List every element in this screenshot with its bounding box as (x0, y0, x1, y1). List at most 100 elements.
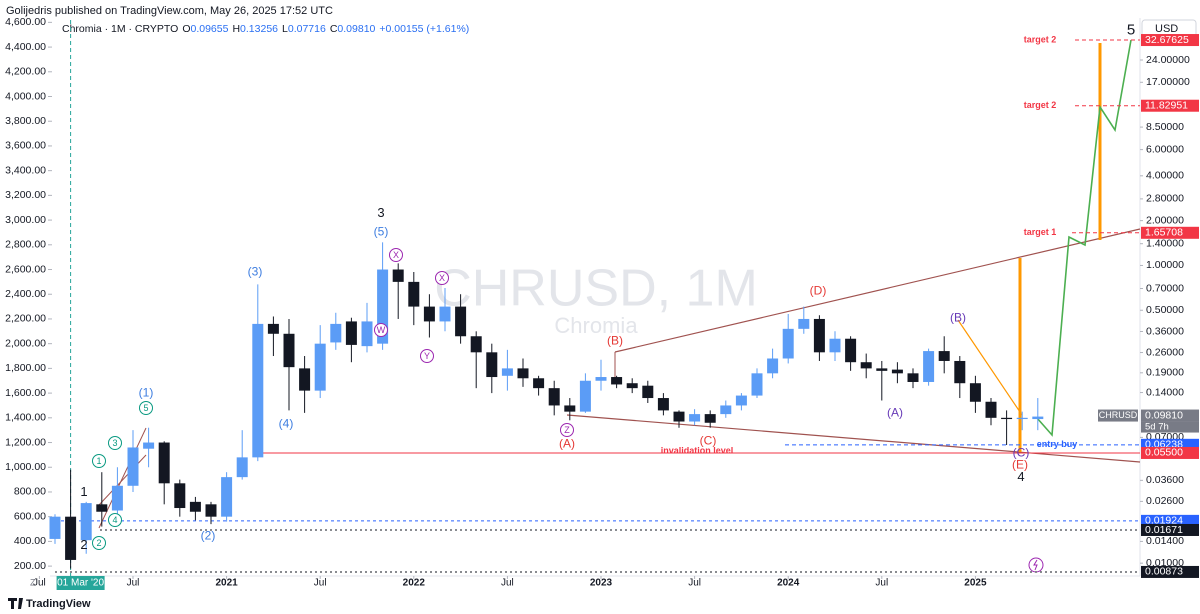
candle-body (1016, 417, 1028, 420)
legend-part: 0.07716 (288, 23, 326, 35)
wave-label: X (439, 273, 445, 283)
candle-body (689, 414, 701, 422)
candle-body (813, 318, 825, 353)
wave-label: (B) (607, 334, 623, 348)
price-line-name: target 2 (1024, 34, 1057, 44)
wave-label: 1 (96, 456, 101, 466)
y-tick-label: 800.00 (14, 486, 46, 498)
candle-body (299, 368, 311, 391)
timezone: Z (30, 577, 36, 587)
wave-label: (D) (810, 284, 827, 298)
candle-body (174, 483, 186, 509)
price-label-bg (1141, 226, 1199, 239)
candle-body (252, 323, 264, 458)
candle-body (80, 503, 92, 541)
candle-body (330, 323, 342, 343)
wave-label: (3) (248, 265, 263, 279)
y-tick-label: 4,400.00 (5, 41, 46, 53)
candle-body (720, 405, 732, 415)
price-label-bg (1141, 446, 1199, 459)
x-tick-label: 2025 (964, 578, 987, 589)
wave-label: (E) (1012, 458, 1028, 472)
y-tick-label: 3,200.00 (5, 189, 46, 201)
y-tick-label: 1,600.00 (5, 387, 46, 399)
candle-body (423, 306, 435, 322)
candle-body (533, 378, 545, 389)
candle-body (189, 501, 201, 512)
price-label: 0.01671 (1145, 524, 1183, 536)
legend-part: O (182, 23, 190, 35)
publisher-header: Golijedris published on TradingView.com,… (6, 5, 333, 17)
y2-tick-label: 0.02600 (1146, 495, 1184, 507)
price-label-bg (1141, 409, 1199, 422)
wave-label: Z (564, 425, 570, 435)
y-tick-label: 2,200.00 (5, 313, 46, 325)
x-tick-label: 2021 (215, 578, 238, 589)
countdown: 5d 7h (1145, 422, 1169, 433)
legend-part: Chromia · 1M · CRYPTO (62, 23, 178, 35)
y-tick-label: 3,800.00 (5, 115, 46, 127)
y-tick-label: 4,000.00 (5, 90, 46, 102)
legend-part: 0.13256 (240, 23, 278, 35)
candle-body (626, 383, 638, 389)
tv-logo (8, 598, 23, 609)
x-tick-label: Jul (501, 578, 514, 589)
y2-tick-label: 6.00000 (1146, 143, 1184, 155)
y2-tick-label: 4.00000 (1146, 170, 1184, 182)
wave-label: 4 (1017, 469, 1024, 484)
price-label-bg (1141, 514, 1199, 527)
candle-body (923, 351, 935, 382)
candle-body (455, 306, 467, 337)
y2-tick-label: 0.26000 (1146, 346, 1184, 358)
wave-circle (92, 454, 106, 468)
x-tick-label: 2022 (403, 578, 426, 589)
wave-label: 3 (377, 205, 384, 220)
candle-body (1032, 416, 1044, 420)
symbol-tag-bg (1098, 409, 1138, 422)
wave-circle (420, 349, 434, 363)
wave-label: Y (424, 351, 430, 361)
y2-tick-label: 17.00000 (1146, 76, 1190, 88)
y2-tick-label: 2.00000 (1146, 214, 1184, 226)
candle-body (143, 442, 155, 449)
y-tick-label: 3,400.00 (5, 164, 46, 176)
y2-tick-label: 1.40000 (1146, 237, 1184, 249)
candle-body (377, 269, 389, 344)
crosshair-label-bg (56, 576, 105, 590)
y-tick-label: 1,800.00 (5, 362, 46, 374)
upper-trendline (614, 228, 1141, 353)
y2-tick-label: 0.01400 (1146, 535, 1184, 547)
candle-body (96, 504, 108, 512)
wave-label: 3 (112, 438, 117, 448)
price-line-name: invalidation level (661, 445, 734, 455)
wave-label: (A) (559, 437, 575, 451)
price-label-bg (1141, 34, 1199, 47)
y2-tick-label: 0.36000 (1146, 325, 1184, 337)
wave-circle (108, 513, 122, 527)
y-tick-label: 2,400.00 (5, 288, 46, 300)
y-tick-label: 4,600.00 (5, 16, 46, 28)
orange-diagonal (957, 319, 1023, 416)
legend-part: C (330, 23, 338, 35)
y-tick-label: 4,200.00 (5, 66, 46, 78)
price-label: 11.82951 (1145, 100, 1188, 112)
symbol-legend: Chromia · 1M · CRYPTO O0.09655 H0.13256 L0.… (62, 23, 469, 35)
y2-tick-label: 0.03600 (1146, 474, 1184, 486)
wave-circle (108, 436, 122, 450)
candle-body (704, 414, 716, 423)
candle-body (205, 504, 217, 517)
y-tick-label: 3,000.00 (5, 214, 46, 226)
candle-body (392, 269, 404, 282)
price-line-name: target 1 (1024, 227, 1057, 237)
legend-part: +0.00155 (+1.61%) (379, 23, 469, 35)
candle-body (408, 281, 420, 307)
watermark: CHRUSD, 1M (434, 260, 758, 318)
wave-label: (5) (374, 225, 389, 239)
candle-body (860, 362, 872, 369)
wave-circle (560, 423, 574, 437)
candle-body (642, 385, 654, 399)
x-tick-label: Jul (33, 578, 46, 589)
wave-label: 2 (80, 537, 87, 552)
x-tick-label: 2024 (777, 578, 800, 589)
